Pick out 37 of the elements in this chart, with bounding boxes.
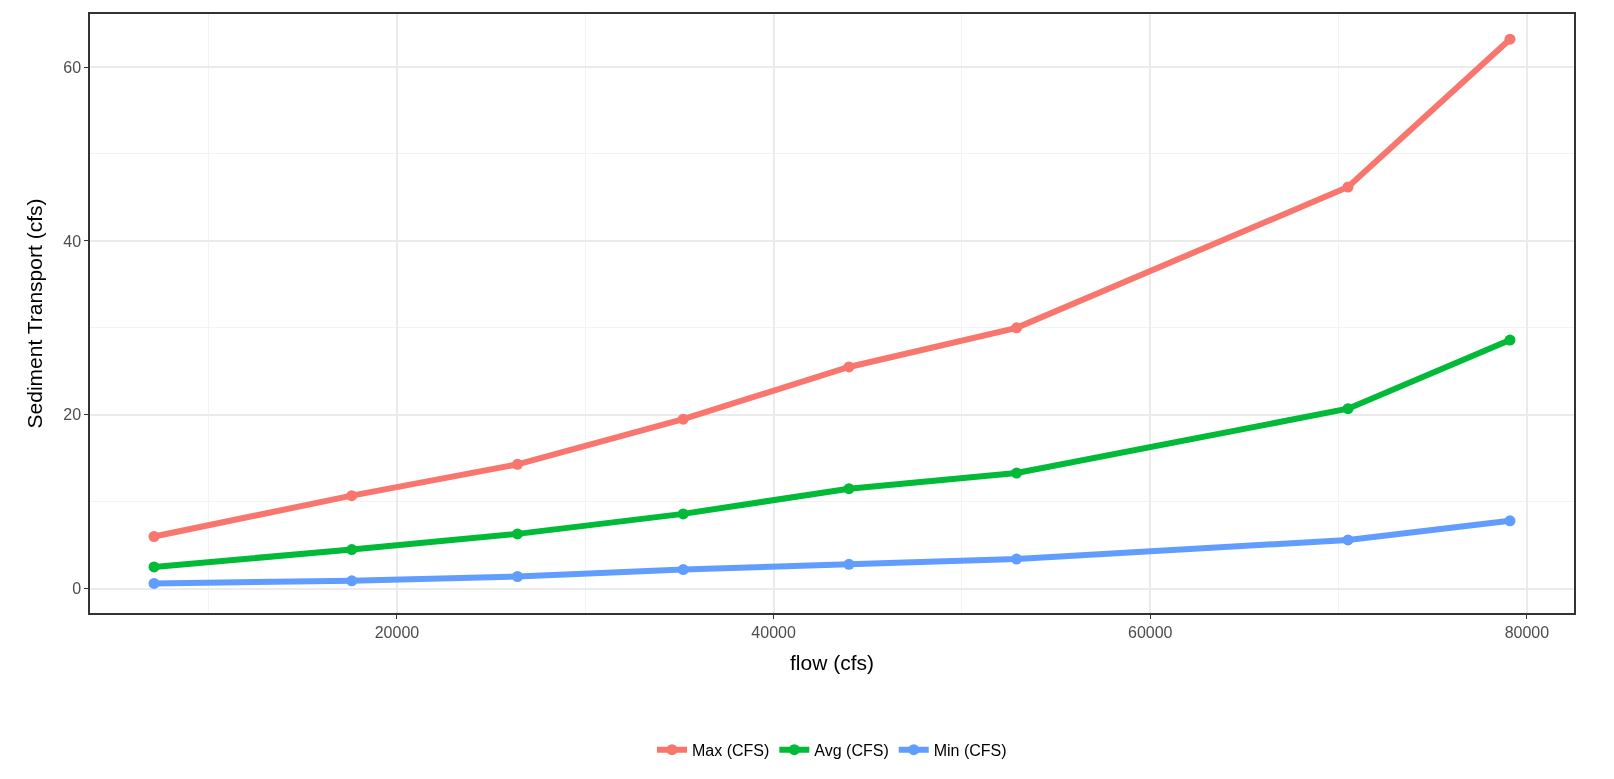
point [512,458,523,470]
point [1342,534,1354,546]
y-tick-label: 60 [63,58,82,76]
point [843,558,855,570]
x-tick-label: 20000 [374,623,420,641]
point [1011,322,1023,334]
point [1504,515,1516,527]
x-tick-label: 40000 [751,623,796,641]
point [677,508,689,520]
point [843,361,855,373]
point [1342,403,1354,415]
point [346,575,358,587]
point [1011,553,1023,565]
y-axis-title: Sediment Transport (cfs) [22,198,46,429]
point [148,561,160,573]
point [677,413,689,425]
y-tick-label: 20 [63,406,82,424]
legend-label: Min (CFS) [933,741,1007,759]
point [512,570,523,582]
y-tick-label: 0 [72,580,82,598]
x-axis-title: flow (cfs) [790,650,874,674]
y-tick-label: 40 [63,232,82,250]
point [1011,467,1023,479]
point [1342,181,1354,193]
legend-label: Avg (CFS) [814,741,889,759]
point [1504,334,1516,346]
point [346,544,358,556]
point [512,528,523,540]
point [677,564,689,576]
point [1504,33,1516,45]
point [346,490,358,502]
legend-label: Max (CFS) [692,741,770,759]
x-tick-label: 80000 [1504,623,1550,641]
point [843,483,855,495]
point [148,530,160,542]
point [148,577,160,589]
x-tick-label: 60000 [1128,623,1173,641]
